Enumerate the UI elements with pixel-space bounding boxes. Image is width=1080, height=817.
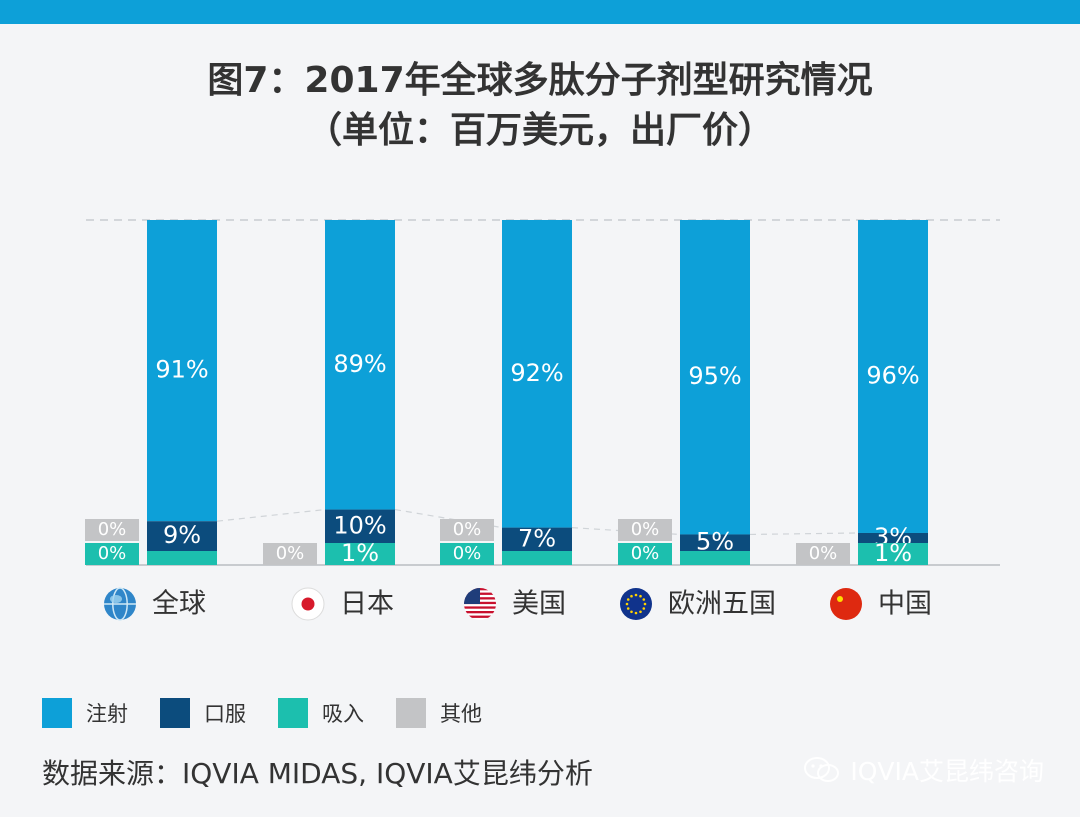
legend: 注射 口服 吸入 其他: [42, 698, 514, 728]
label-other-3: 0%: [631, 519, 660, 540]
legend-item-3: 其他: [396, 698, 482, 728]
legend-label-1: 口服: [204, 702, 246, 726]
bar-inhalation-1: [325, 543, 395, 565]
category-label-2: 美国: [512, 589, 566, 620]
bar-injection-4: [858, 220, 928, 533]
legend-swatch-1: [160, 698, 190, 728]
legend-swatch-0: [42, 698, 72, 728]
source-note: 数据来源：IQVIA MIDAS, IQVIA艾昆纬分析: [42, 757, 593, 790]
marker-other-3: [618, 519, 672, 541]
bar-injection-2: [502, 220, 572, 528]
label-other-0: 0%: [98, 519, 127, 540]
marker-other-0: [85, 519, 139, 541]
label-inhalation-2: 0%: [453, 543, 482, 564]
label-other-2: 0%: [453, 519, 482, 540]
watermark-text: IQVIA艾昆纬咨询: [850, 757, 1044, 786]
category-label-1: 日本: [340, 589, 394, 620]
bar-oral-2: [502, 527, 572, 551]
bar-oral-3: [680, 534, 750, 551]
label-injection-3: 95%: [688, 362, 741, 390]
bar-inhalation-4: [858, 543, 928, 565]
chart-title-line-1: 图7：2017年全球多肽分子剂型研究情况: [207, 60, 873, 101]
bar-inhalation-3: [680, 551, 750, 565]
connector-line-0: [216, 508, 326, 522]
category-label-0: 全球: [152, 589, 206, 620]
us-flag-icon: [464, 588, 496, 620]
bar-oral-1: [325, 509, 395, 543]
china-flag-icon: [830, 588, 862, 620]
label-inhalation-0: 0%: [98, 543, 127, 564]
bar-injection-1: [325, 220, 395, 510]
wechat-icon: [804, 757, 840, 782]
eu-flag-icon: [620, 588, 652, 620]
bar-inhalation-2: [502, 551, 572, 565]
label-other-4: 0%: [809, 543, 838, 564]
label-injection-0: 91%: [155, 356, 208, 384]
legend-item-1: 口服: [160, 698, 246, 728]
label-injection-1: 89%: [333, 350, 386, 378]
legend-swatch-2: [278, 698, 308, 728]
marker-inhalation-3: [618, 543, 672, 565]
label-inhalation-1: 1%: [341, 539, 379, 567]
chart-categories: 全球 日本 美国 欧洲五国 中国: [104, 587, 932, 621]
bar-oral-4: [858, 532, 928, 543]
label-injection-2: 92%: [510, 359, 563, 387]
top-accent-band: [0, 0, 1080, 24]
marker-other-4: [796, 543, 850, 565]
legend-label-0: 注射: [86, 702, 128, 726]
chart-title: 图7：2017年全球多肽分子剂型研究情况 （单位：百万美元，出厂价）: [0, 56, 1080, 156]
bar-injection-3: [680, 220, 750, 535]
label-oral-0: 9%: [163, 521, 201, 549]
connector-line-3: [749, 532, 859, 536]
legend-item-0: 注射: [42, 698, 128, 728]
bar-injection-0: [147, 220, 217, 522]
marker-inhalation-2: [440, 543, 494, 565]
category-label-4: 中国: [878, 589, 932, 620]
chart-bars: 91%9%0%0%89%10%1%0%92%7%0%0%95%5%0%0%96%…: [85, 220, 928, 567]
label-inhalation-4: 1%: [874, 539, 912, 567]
legend-swatch-3: [396, 698, 426, 728]
legend-label-2: 吸入: [322, 702, 364, 726]
label-oral-2: 7%: [518, 524, 556, 552]
label-inhalation-3: 0%: [631, 543, 660, 564]
legend-item-2: 吸入: [278, 698, 364, 728]
label-other-1: 0%: [276, 543, 305, 564]
japan-flag-icon: [291, 587, 325, 621]
legend-label-3: 其他: [440, 702, 482, 726]
marker-other-2: [440, 519, 494, 541]
label-injection-4: 96%: [866, 361, 919, 389]
watermark: IQVIA艾昆纬咨询: [802, 752, 1044, 788]
label-oral-1: 10%: [333, 511, 386, 539]
chart-title-line-2: （单位：百万美元，出厂价）: [305, 110, 774, 151]
globe-icon: [104, 587, 136, 621]
bar-oral-0: [147, 521, 217, 551]
category-label-3: 欧洲五国: [668, 589, 776, 620]
marker-inhalation-0: [85, 543, 139, 565]
marker-other-1: [263, 543, 317, 565]
bar-inhalation-0: [147, 551, 217, 565]
